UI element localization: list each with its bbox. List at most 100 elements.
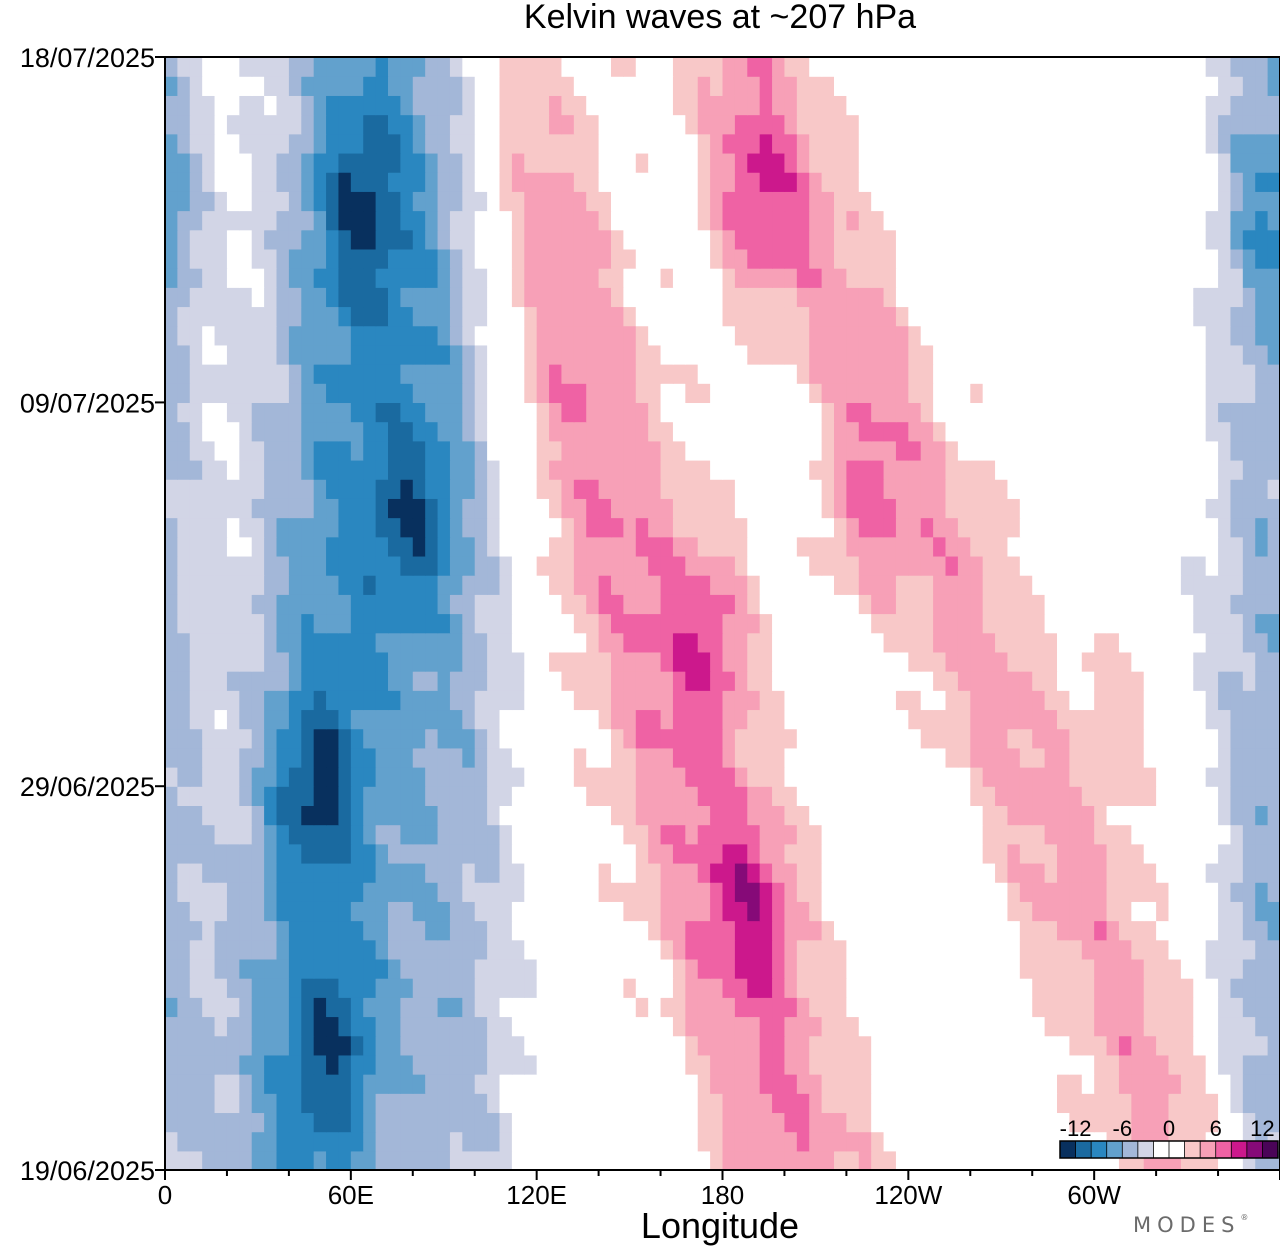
heatmap-cell [1242, 575, 1256, 595]
heatmap-cell [1131, 690, 1145, 711]
heatmap-cell [648, 671, 662, 691]
heatmap-cell [1106, 613, 1120, 634]
heatmap-cell [474, 133, 488, 154]
heatmap-cell [635, 1131, 649, 1152]
heatmap-cell [895, 191, 909, 212]
heatmap-cell [1242, 344, 1256, 365]
heatmap-cell [846, 575, 860, 595]
heatmap-cell [375, 997, 389, 1018]
heatmap-cell [189, 1016, 203, 1037]
heatmap-cell [970, 901, 984, 922]
heatmap-cell [189, 728, 203, 749]
heatmap-cell [412, 786, 426, 806]
heatmap-cell [561, 421, 575, 442]
heatmap-cell [809, 459, 823, 480]
heatmap-cell [375, 114, 389, 135]
heatmap-cell [350, 498, 364, 519]
heatmap-cell [920, 747, 934, 768]
heatmap-cell [1180, 747, 1194, 768]
heatmap-cell [933, 671, 947, 691]
heatmap-cell [165, 95, 178, 116]
heatmap-cell [611, 440, 624, 461]
heatmap-cell [449, 325, 463, 346]
heatmap-cell [326, 1150, 340, 1171]
heatmap-cell [722, 306, 736, 327]
heatmap-cell [722, 172, 736, 192]
heatmap-cell [165, 268, 178, 288]
heatmap-cell [1168, 248, 1182, 269]
heatmap-cell [1205, 651, 1219, 672]
heatmap-cell [313, 268, 327, 288]
heatmap-cell [957, 978, 971, 998]
heatmap-cell [858, 383, 872, 404]
heatmap-cell [895, 172, 909, 192]
heatmap-cell [412, 901, 426, 922]
heatmap-cell [462, 671, 476, 691]
heatmap-cell [177, 268, 191, 288]
heatmap-cell [734, 958, 748, 979]
heatmap-cell [437, 440, 451, 461]
heatmap-cell [499, 479, 513, 499]
heatmap-cell [871, 344, 885, 365]
heatmap-cell [474, 767, 488, 787]
heatmap-cell [1094, 172, 1108, 192]
heatmap-cell [536, 939, 550, 960]
heatmap-cell [1019, 325, 1033, 346]
heatmap-cell [437, 402, 451, 423]
heatmap-cell [487, 901, 501, 922]
heatmap-cell [462, 728, 476, 749]
heatmap-cell [846, 997, 860, 1018]
heatmap-cell [338, 747, 352, 768]
heatmap-cell [623, 939, 637, 960]
heatmap-cell [573, 364, 587, 384]
heatmap-cell [1230, 939, 1244, 960]
heatmap-cell [462, 1016, 476, 1037]
heatmap-cell [375, 939, 389, 960]
heatmap-cell [326, 882, 340, 902]
heatmap-cell [871, 306, 885, 327]
heatmap-cell [326, 287, 340, 308]
heatmap-cell [437, 383, 451, 404]
heatmap-cell [462, 1131, 476, 1152]
heatmap-cell [623, 901, 637, 922]
heatmap-cell [1069, 1112, 1083, 1133]
heatmap-cell [1193, 958, 1207, 979]
heatmap-cell [462, 152, 476, 173]
heatmap-cell [796, 1131, 810, 1152]
heatmap-cell [338, 383, 352, 404]
heatmap-cell [474, 920, 488, 941]
heatmap-cell [883, 229, 897, 250]
heatmap-cell [276, 440, 290, 461]
heatmap-cell [1118, 1016, 1132, 1037]
heatmap-cell [301, 210, 315, 231]
heatmap-cell [1044, 210, 1058, 231]
heatmap-cell [672, 114, 686, 135]
heatmap-cell [177, 152, 191, 173]
heatmap-cell [449, 786, 463, 806]
heatmap-cell [400, 344, 414, 365]
heatmap-cell [1069, 133, 1083, 154]
heatmap-cell [685, 901, 699, 922]
heatmap-cell [1156, 1054, 1170, 1075]
heatmap-cell [784, 747, 798, 768]
heatmap-cell [648, 421, 662, 442]
heatmap-cell [561, 632, 575, 653]
heatmap-cell [895, 287, 909, 308]
heatmap-cell [326, 824, 340, 845]
heatmap-cell [214, 1150, 228, 1171]
heatmap-cell [549, 978, 563, 998]
heatmap-cell [301, 920, 315, 941]
heatmap-cell [1019, 1131, 1033, 1152]
heatmap-cell [611, 383, 624, 404]
heatmap-cell [685, 843, 699, 864]
heatmap-cell [239, 1131, 253, 1152]
heatmap-cell [189, 536, 203, 557]
heatmap-cell [834, 536, 847, 557]
heatmap-cell [759, 383, 773, 404]
heatmap-cell [821, 364, 835, 384]
heatmap-cell [685, 594, 699, 615]
heatmap-cell [1218, 555, 1232, 576]
heatmap-cell [177, 479, 191, 499]
heatmap-cell [598, 939, 612, 960]
heatmap-cell [474, 805, 488, 826]
